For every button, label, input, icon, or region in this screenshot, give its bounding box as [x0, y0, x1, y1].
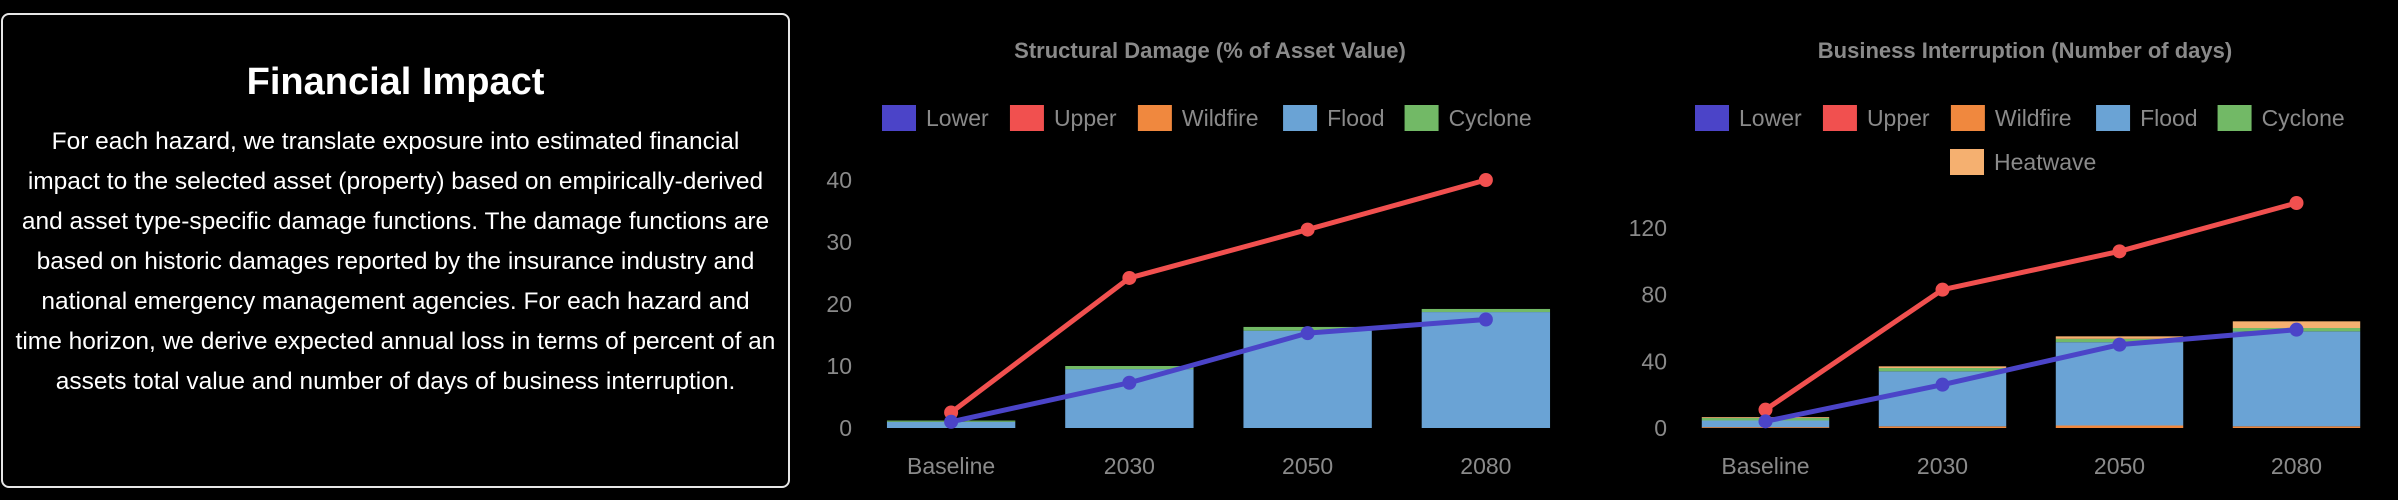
- legend-item-upper: Upper: [1822, 105, 1930, 131]
- bar-cyclone-2030: [1065, 366, 1194, 370]
- y-tick-label: 0: [1654, 415, 1667, 441]
- x-tick-label-2050: 2050: [1282, 453, 1333, 479]
- legend-label-upper: Upper: [1867, 105, 1930, 131]
- legend-label-lower: Lower: [1739, 105, 1802, 131]
- business-interruption-chart: Business Interruption (Number of days) Lo…: [1629, 38, 2361, 479]
- point-upper-2050: [2112, 244, 2127, 259]
- legend-swatch-upper: [1009, 105, 1044, 131]
- financial-impact-title: Financial Impact: [246, 61, 545, 103]
- bar-heatwave-2050: [2055, 336, 2184, 339]
- x-tick-label-baseline: Baseline: [907, 453, 995, 479]
- chart-title: Structural Damage (% of Asset Value): [1014, 38, 1406, 63]
- legend-label-upper: Upper: [1054, 105, 1117, 131]
- x-tick-label-2030: 2030: [1104, 453, 1155, 479]
- legend-item-lower: Lower: [882, 105, 989, 131]
- point-lower-2080: [1478, 312, 1493, 327]
- y-tick-label: 80: [1641, 282, 1667, 308]
- legend-label-flood: Flood: [2140, 105, 2198, 131]
- point-lower-2030: [1122, 375, 1137, 390]
- y-tick-label: 120: [1629, 215, 1667, 241]
- point-upper-2030: [1122, 270, 1137, 285]
- point-lower-2050: [2112, 337, 2127, 352]
- bar-flood-2080: [2232, 331, 2361, 427]
- bar-wildfire-2050: [2055, 425, 2184, 428]
- legend-swatch-cyclone: [1404, 105, 1439, 131]
- y-tick-label: 10: [826, 353, 852, 379]
- bar-cyclone-2030: [1878, 368, 2007, 372]
- legend-item-lower: Lower: [1695, 105, 1802, 131]
- legend-item-upper: Upper: [1009, 105, 1117, 131]
- bar-heatwave-2030: [1878, 366, 2007, 368]
- legend-swatch-lower: [1695, 105, 1729, 131]
- line-lower: [950, 317, 1487, 425]
- point-upper-2030: [1935, 282, 1950, 297]
- point-upper-2080: [1478, 173, 1493, 187]
- bar-cyclone-2080: [1421, 308, 1551, 313]
- point-lower-baseline: [944, 414, 959, 429]
- legend-swatch-heatwave: [1950, 149, 1984, 175]
- legend-label-cyclone: Cyclone: [2262, 105, 2345, 131]
- line-upper: [1764, 200, 2298, 412]
- legend-item-wildfire: Wildfire: [1950, 105, 2072, 131]
- point-upper-2080: [2289, 196, 2304, 210]
- point-lower-2080: [2289, 322, 2304, 337]
- chart-title: Business Interruption (Number of days): [1818, 38, 2232, 63]
- legend-item-cyclone: Cyclone: [2217, 105, 2345, 131]
- legend-label-wildfire: Wildfire: [1182, 105, 1259, 131]
- point-lower-baseline: [1758, 414, 1773, 429]
- legend-label-cyclone: Cyclone: [1449, 105, 1532, 131]
- x-tick-label-2050: 2050: [2094, 453, 2145, 479]
- legend-label-flood: Flood: [1327, 105, 1385, 131]
- legend-item-flood: Flood: [2096, 105, 2198, 131]
- legend-item-wildfire: Wildfire: [1137, 105, 1259, 131]
- point-lower-2030: [1935, 377, 1950, 392]
- line-upper: [949, 177, 1487, 415]
- legend-item-heatwave: Heatwave: [1950, 149, 2096, 175]
- legend-swatch-cyclone: [2217, 105, 2252, 131]
- line-lower: [1764, 327, 2297, 424]
- legend-swatch-wildfire: [1137, 105, 1172, 131]
- legend-item-cyclone: Cyclone: [1404, 105, 1532, 131]
- bar-wildfire-2080: [2232, 426, 2361, 428]
- legend-label-lower: Lower: [926, 105, 989, 131]
- x-tick-label-2080: 2080: [2271, 453, 2322, 479]
- x-tick-label-baseline: Baseline: [1721, 453, 1809, 479]
- legend-swatch-upper: [1822, 105, 1857, 131]
- legend-label-heatwave: Heatwave: [1994, 149, 2096, 175]
- bar-wildfire-2030: [1878, 426, 2007, 428]
- financial-impact-card: Financial Impact For each hazard, we tra…: [1, 13, 790, 488]
- y-tick-label: 40: [826, 167, 852, 193]
- bar-flood-2080: [1421, 312, 1551, 428]
- y-tick-label: 40: [1641, 348, 1667, 374]
- legend-swatch-flood: [1283, 105, 1318, 131]
- y-tick-label: 20: [826, 291, 852, 317]
- point-upper-baseline: [1758, 402, 1773, 417]
- legend-swatch-flood: [2096, 105, 2131, 131]
- point-lower-2050: [1300, 326, 1315, 341]
- legend-item-flood: Flood: [1283, 105, 1385, 131]
- y-tick-label: 30: [826, 229, 852, 255]
- legend-swatch-wildfire: [1950, 105, 1985, 131]
- y-tick-label: 0: [839, 415, 852, 441]
- legend-label-wildfire: Wildfire: [1995, 105, 2072, 131]
- point-upper-2050: [1300, 222, 1315, 237]
- x-tick-label-2030: 2030: [1917, 453, 1968, 479]
- structural-damage-chart: Structural Damage (% of Asset Value) Lowe…: [826, 38, 1551, 479]
- financial-impact-description: For each hazard, we translate exposure i…: [15, 127, 776, 395]
- x-tick-label-2080: 2080: [1460, 453, 1511, 479]
- legend-swatch-lower: [882, 105, 916, 131]
